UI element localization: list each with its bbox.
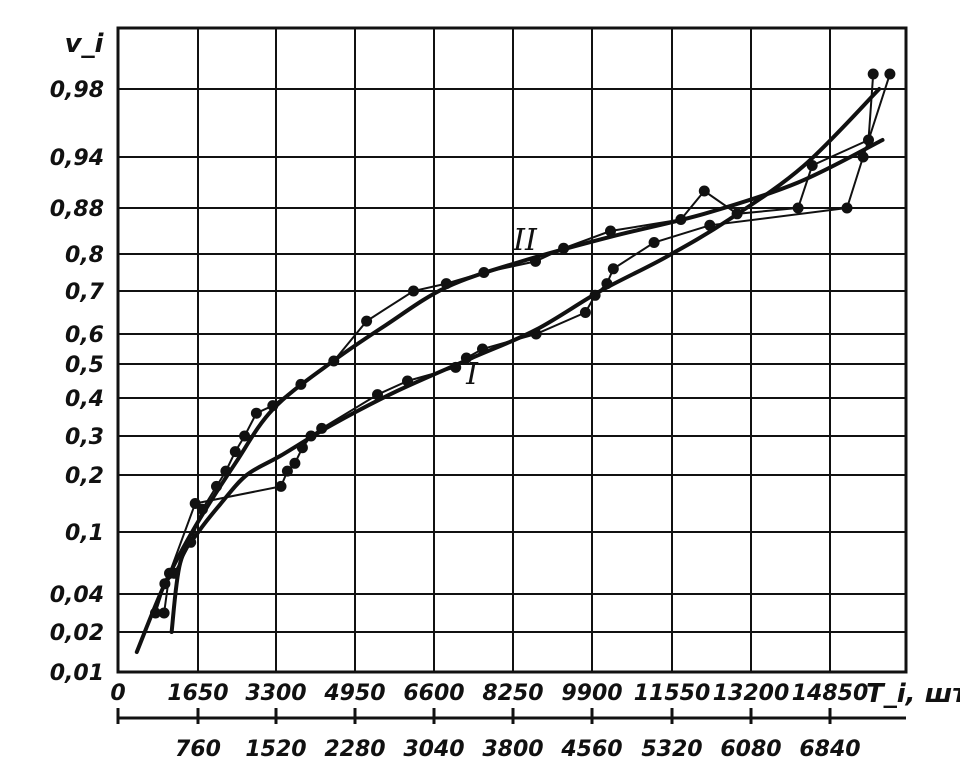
series-I-point (316, 422, 328, 434)
series-I-point (841, 202, 853, 214)
series-II-point (239, 430, 251, 442)
series-I-point (589, 289, 601, 301)
series-I-point (372, 389, 383, 401)
series-II-point (605, 225, 616, 237)
x-tick-label-top: 11550 (634, 681, 711, 706)
series-I-point (158, 607, 170, 619)
series-I-point (450, 361, 462, 373)
series-II-point (159, 578, 171, 590)
series-II-point (211, 480, 222, 492)
series-II-point (229, 446, 241, 458)
x-tick-label-top: 9900 (561, 681, 622, 706)
series-II-point (675, 214, 687, 225)
series-II-point (530, 255, 541, 267)
x-tick-label-top: 4950 (323, 681, 385, 706)
y-tick-label: 0,88 (50, 197, 104, 222)
x-tick-label-bottom: 760 (175, 737, 221, 762)
x-tick-label-top: 13200 (713, 681, 790, 706)
series-I-point (460, 352, 472, 364)
series-II-point (250, 407, 262, 419)
y-tick-label: 0,98 (50, 78, 104, 103)
x-tick-label-bottom: 3040 (403, 737, 464, 762)
x-tick-label-bottom: 2280 (324, 737, 385, 762)
series-II-point (168, 567, 180, 579)
series-I-point (884, 68, 896, 80)
curve-label-I: I (465, 357, 479, 392)
series-I-point (281, 465, 293, 477)
series-I-point (579, 307, 591, 318)
y-tick-label: 0,2 (65, 464, 104, 489)
x-tick-label-bottom: 6840 (799, 737, 860, 762)
plot-frame (116, 26, 908, 724)
series-II-point (196, 503, 208, 515)
series-II-point (558, 242, 570, 254)
data-points (150, 68, 896, 619)
series-I-point (289, 457, 301, 469)
series-I-point (530, 328, 542, 340)
grid (117, 28, 906, 673)
series-II-point (440, 278, 452, 290)
y-tick-label: 0,1 (65, 521, 104, 546)
curve-label-II: II (512, 223, 538, 258)
x-tick-label-bottom: 4560 (560, 737, 622, 762)
series-I-point (275, 480, 287, 492)
x-tick-label-top: 0 (110, 681, 125, 706)
y-tick-label: 0,6 (65, 323, 104, 348)
series-II-point (328, 355, 340, 367)
series-I-point (648, 237, 660, 248)
y-tick-label: 0,5 (65, 353, 104, 378)
series-I-fit-line (169, 87, 882, 634)
series-I-point (477, 343, 488, 355)
series-II-point (185, 536, 197, 548)
plot-border (116, 26, 908, 674)
series-I-point (601, 278, 613, 290)
x-tick-label-top: 8250 (482, 681, 543, 706)
x-tick-label-top: 6600 (403, 681, 464, 706)
y-axis-label: v_i (65, 29, 105, 59)
series-II-point (220, 465, 232, 477)
y-tick-label: 0,3 (65, 425, 104, 450)
series-I-point (296, 442, 308, 454)
y-tick-label: 0,8 (65, 243, 104, 268)
series-II-point (150, 607, 161, 619)
series-I-point (402, 375, 413, 387)
series-II-point (361, 315, 373, 327)
x-tick-label-bottom: 1520 (245, 737, 306, 762)
y-tick-label: 0,04 (50, 583, 104, 608)
series-II-point (731, 208, 743, 220)
series-II-point (408, 285, 419, 297)
series-II-point (478, 267, 490, 278)
series-II-point (863, 134, 874, 146)
labels: 0,01 0,02 0,04 0,1 0,2 0,3 0,4 0,5 0,6 0,7 0,8 0,88… (50, 29, 960, 762)
x-tick-label-top: 14850 (792, 681, 869, 706)
series-II-point (295, 378, 307, 390)
series-I-point (704, 219, 716, 231)
x-tick-label-top: 1650 (167, 681, 228, 706)
series-II-point (698, 185, 710, 197)
x-axis-label: T_i, шт (866, 679, 960, 709)
series-I-point (607, 263, 619, 275)
y-tick-label: 0,01 (50, 661, 104, 686)
series-II-point (806, 160, 818, 171)
y-tick-label: 0,02 (50, 621, 104, 646)
y-tick-label: 0,94 (50, 146, 104, 171)
series-II-point (867, 68, 879, 80)
series-I-point (305, 430, 317, 442)
x-tick-label-bottom: 6080 (720, 737, 781, 762)
series-I-point (857, 151, 869, 163)
series-II-point (792, 202, 804, 214)
series-II-point (267, 400, 279, 412)
y-tick-label: 0,4 (65, 387, 104, 412)
x-tick-label-bottom: 3800 (482, 737, 543, 762)
y-tick-label: 0,7 (65, 280, 105, 305)
x-tick-label-bottom: 5320 (641, 737, 702, 762)
x-tick-label-top: 3300 (245, 681, 306, 706)
